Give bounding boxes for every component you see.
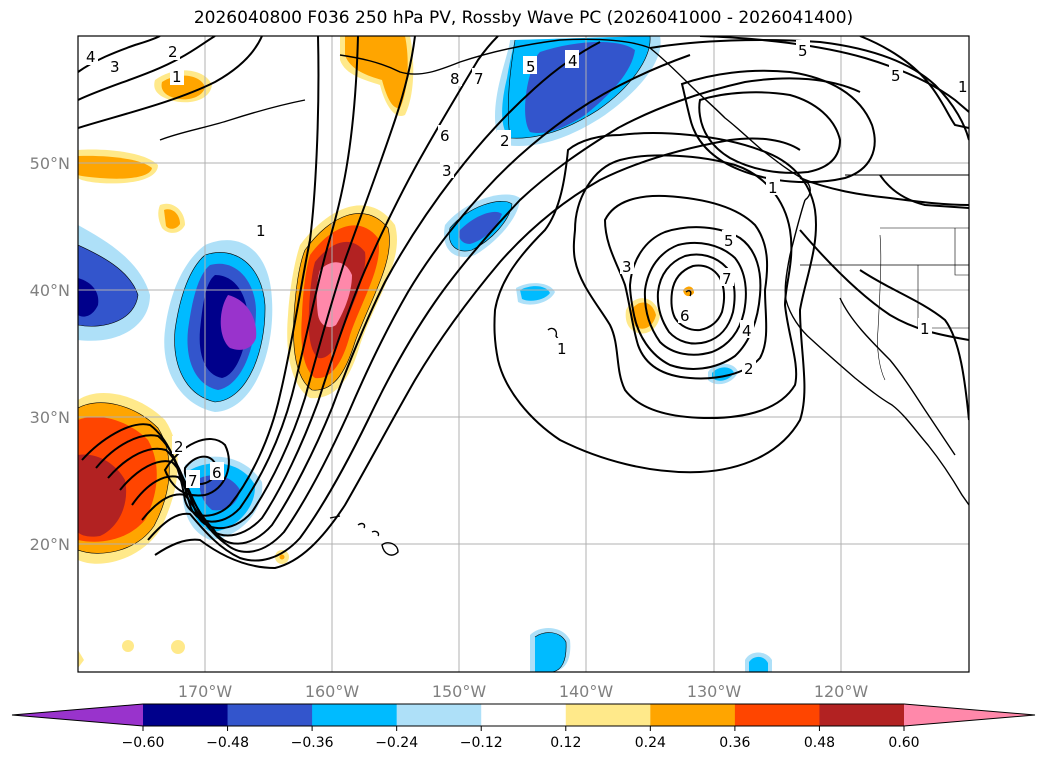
contour-label: 1 bbox=[920, 320, 930, 338]
contour-labels: 4 3 2 1 5 8 7 6 5 4 3 2 1 5 bbox=[84, 40, 969, 490]
contour-label: 4 bbox=[568, 52, 578, 70]
contour-label: 3 bbox=[442, 162, 452, 180]
contour-label: 7 bbox=[188, 472, 198, 490]
pv-negative-central-core bbox=[220, 295, 257, 350]
coastlines bbox=[159, 38, 969, 556]
contour-label: 3 bbox=[622, 258, 632, 276]
colorbar-segment bbox=[143, 704, 229, 726]
contour-label: 4 bbox=[86, 48, 96, 66]
colorbar-extend-high bbox=[904, 704, 1035, 726]
colorbar-segment bbox=[312, 704, 398, 726]
map-panel: 4 3 2 1 5 8 7 6 5 4 3 2 1 5 bbox=[78, 36, 969, 672]
colorbar: −0.60 −0.48 −0.36 −0.24 −0.12 0.12 0.24 0.36 0.4… bbox=[11, 703, 1036, 751]
contour-label: 5 bbox=[891, 67, 901, 85]
colorbar-segment bbox=[819, 704, 905, 726]
contour-label: 7 bbox=[474, 70, 484, 88]
contour-label: 2 bbox=[168, 43, 178, 61]
colorbar-tick-label: −0.12 bbox=[460, 735, 503, 751]
lat-label: 20°N bbox=[30, 535, 70, 554]
contour-label: 1 bbox=[768, 179, 778, 197]
lon-label: 150°W bbox=[432, 682, 487, 701]
lon-label: 120°W bbox=[814, 682, 869, 701]
contour-label: 1 bbox=[557, 340, 567, 358]
colorbar-tick-label: 0.60 bbox=[888, 735, 919, 751]
lat-label: 50°N bbox=[30, 154, 70, 173]
contour-label: 5 bbox=[798, 42, 808, 60]
lon-label: 130°W bbox=[687, 682, 742, 701]
longitude-labels: 170°W 160°W 150°W 140°W 130°W 120°W bbox=[178, 682, 869, 701]
contour-label: 6 bbox=[212, 464, 222, 482]
colorbar-tick-label: 0.24 bbox=[635, 735, 666, 751]
colorbar-segment bbox=[734, 704, 820, 726]
map-title: 2026040800 F036 250 hPa PV, Rossby Wave … bbox=[193, 8, 854, 28]
contour-label: 2 bbox=[500, 132, 510, 150]
colorbar-tick-label: 0.48 bbox=[804, 735, 835, 751]
contour-label: 2 bbox=[744, 360, 754, 378]
colorbar-tick-label: 0.36 bbox=[719, 735, 750, 751]
lon-label: 140°W bbox=[559, 682, 614, 701]
contour-label: 5 bbox=[526, 58, 536, 76]
contour-label: 8 bbox=[450, 70, 460, 88]
lon-label: 170°W bbox=[178, 682, 233, 701]
colorbar-segment bbox=[227, 704, 313, 726]
contour-label: 4 bbox=[742, 322, 752, 340]
lat-label: 30°N bbox=[30, 408, 70, 427]
contour-label: 1 bbox=[256, 222, 266, 240]
contour-label: 1 bbox=[958, 78, 968, 96]
colorbar-tick-label: −0.60 bbox=[122, 735, 165, 751]
contour-label: 6 bbox=[680, 307, 690, 325]
colorbar-segment bbox=[396, 704, 482, 726]
colorbar-segment bbox=[650, 704, 736, 726]
pv-negative-left-core bbox=[78, 278, 99, 317]
contour-label: 6 bbox=[440, 127, 450, 145]
colorbar-segment bbox=[481, 704, 567, 726]
contour-label: 1 bbox=[172, 68, 182, 86]
colorbar-tick-label: −0.24 bbox=[375, 735, 418, 751]
latitude-labels: 50°N 40°N 30°N 20°N bbox=[30, 154, 70, 554]
colorbar-tick-label: −0.48 bbox=[206, 735, 249, 751]
contour-label: 5 bbox=[724, 232, 734, 250]
contour-label: 2 bbox=[174, 438, 184, 456]
map-frame bbox=[77, 35, 970, 673]
contour-label: 7 bbox=[722, 270, 732, 288]
colorbar-extend-low bbox=[12, 704, 143, 726]
colorbar-tick-label: −0.36 bbox=[291, 735, 334, 751]
lon-label: 160°W bbox=[305, 682, 360, 701]
contour-label: 3 bbox=[110, 58, 120, 76]
colorbar-tick-label: 0.12 bbox=[550, 735, 581, 751]
colorbar-segment bbox=[565, 704, 651, 726]
lat-label: 40°N bbox=[30, 281, 70, 300]
rossby-contours bbox=[78, 36, 969, 570]
